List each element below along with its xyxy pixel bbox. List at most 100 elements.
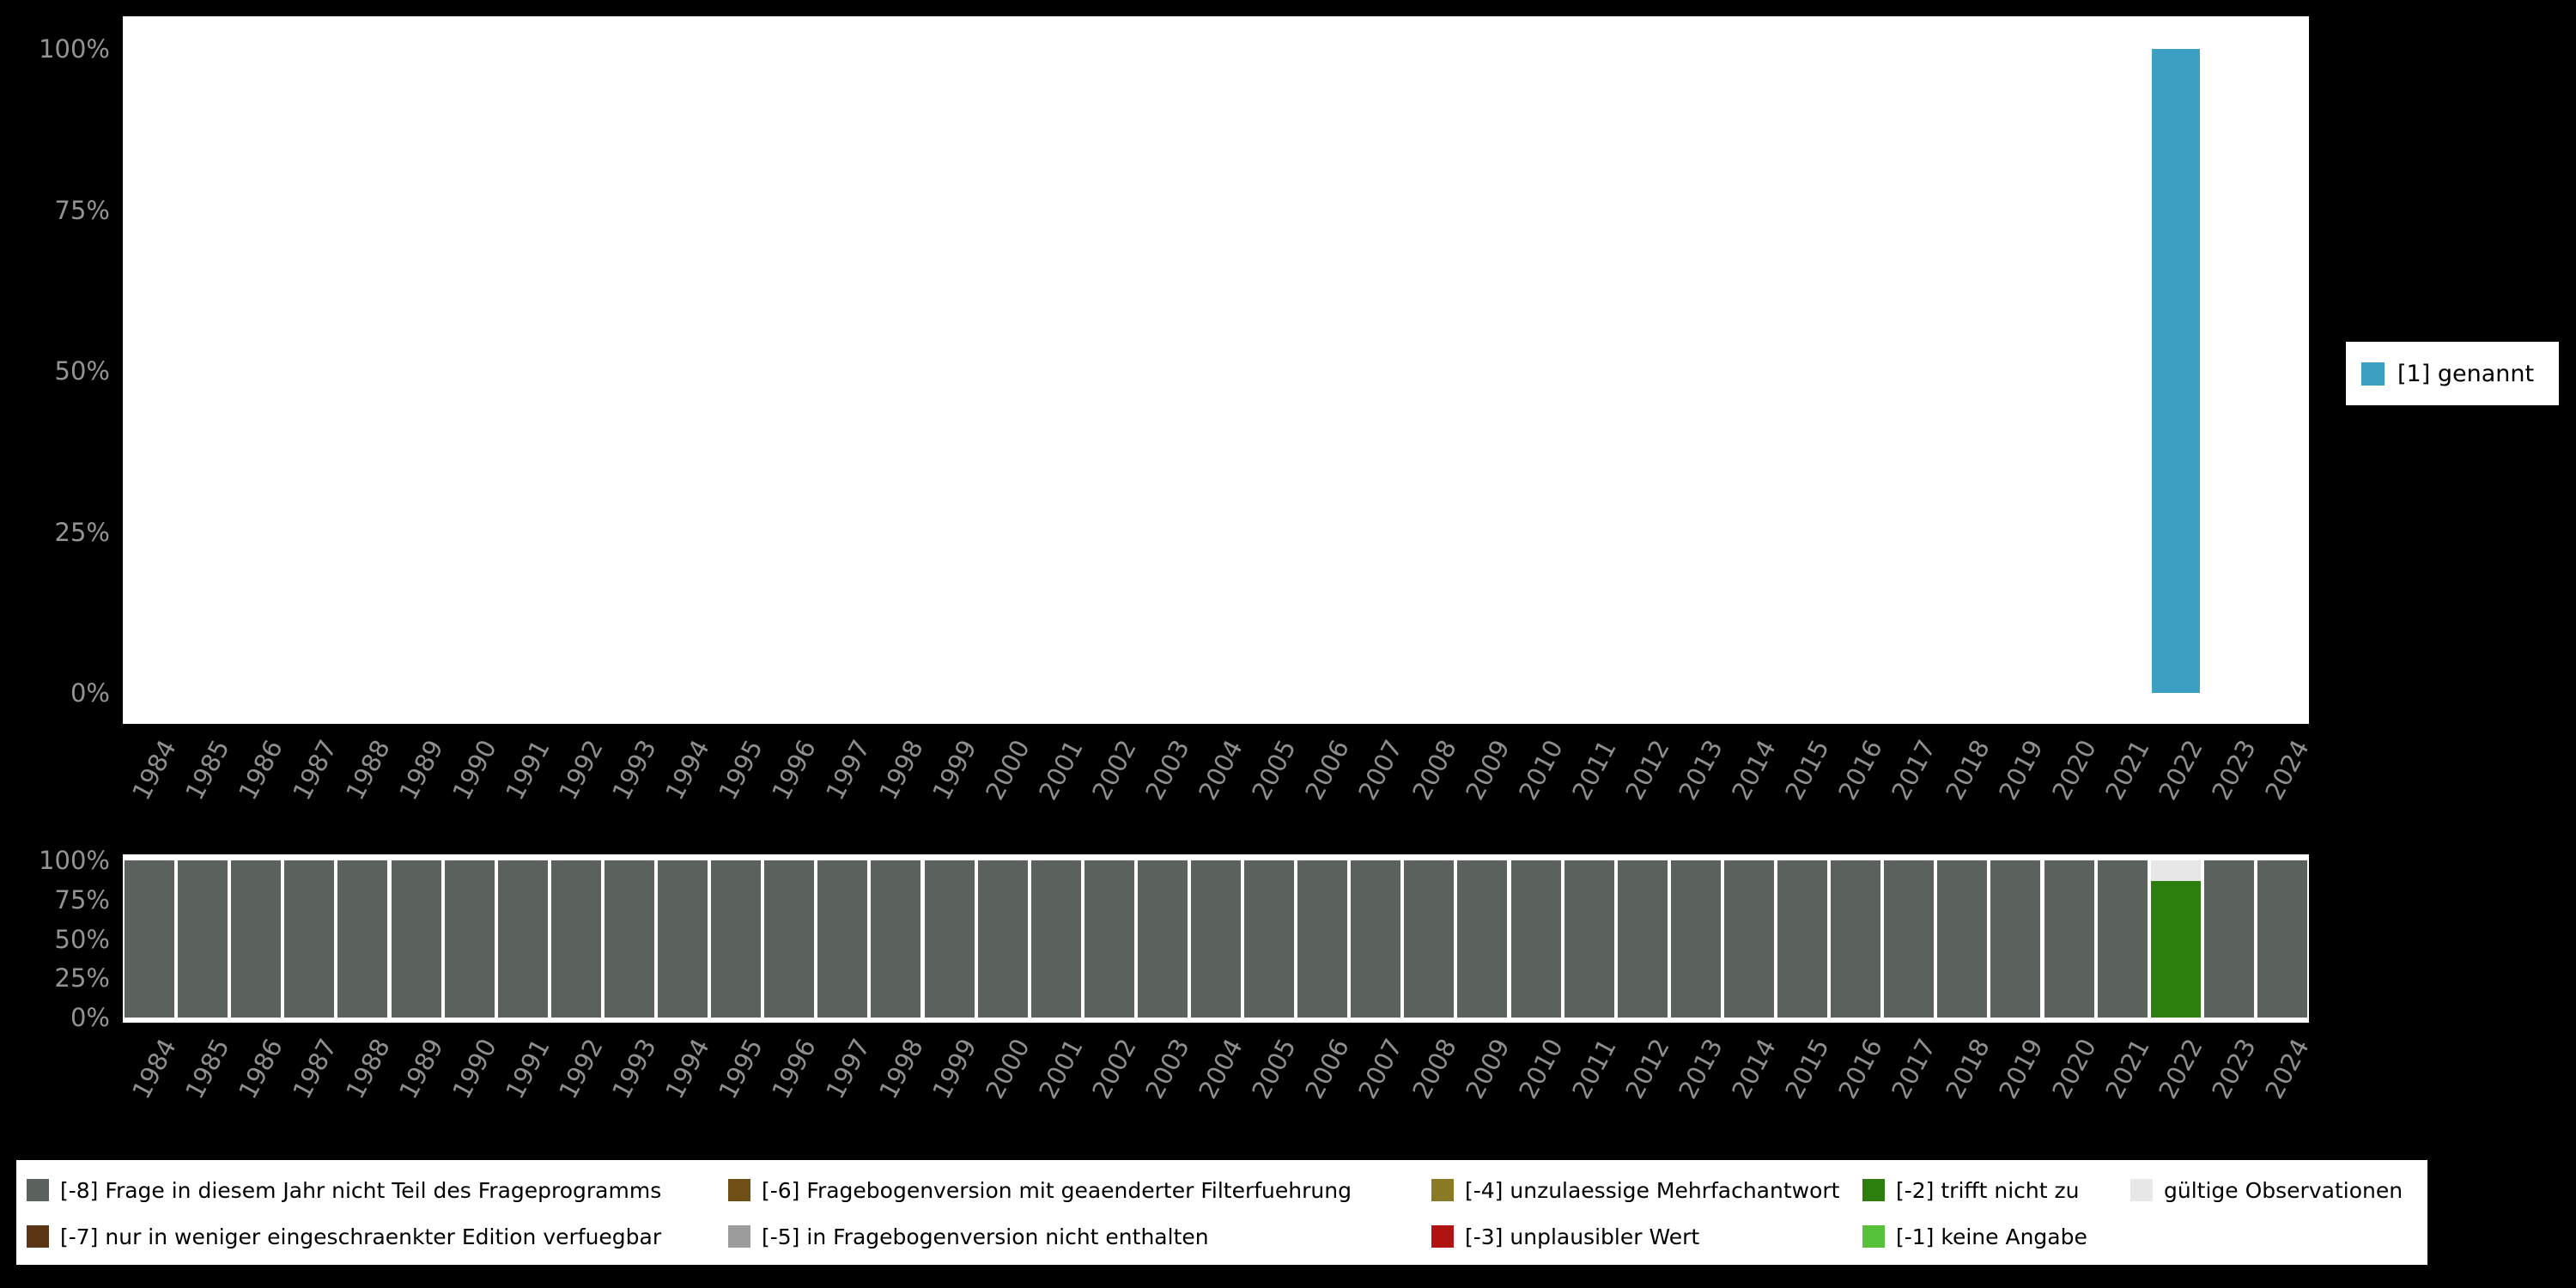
segment-1988--8 <box>337 860 388 1018</box>
legend-swatch-genannt <box>2361 361 2385 386</box>
segment-2016--8 <box>1831 860 1881 1018</box>
segment-1991--8 <box>497 860 548 1018</box>
segment-2024--8 <box>2257 860 2307 1018</box>
x-tick-label-missing-2002: 2002 <box>1086 1034 1142 1104</box>
x-tick-label-missing-2010: 2010 <box>1512 1034 1569 1104</box>
x-tick-label-missing-1990: 1990 <box>446 1034 502 1104</box>
segment-2014--8 <box>1723 860 1774 1018</box>
x-tick-label-main-1998: 1998 <box>872 735 929 805</box>
x-tick-label-main-1990: 1990 <box>446 735 502 805</box>
segment-2020--8 <box>2044 860 2094 1018</box>
x-tick-label-main-2023: 2023 <box>2206 735 2262 805</box>
x-tick-label-main-2016: 2016 <box>1832 735 1889 805</box>
legend-item: [-4] unzulaessige Mehrfachantwort <box>1431 1171 1839 1209</box>
segment-2021--8 <box>2097 860 2148 1018</box>
x-tick-label-missing-2017: 2017 <box>1886 1034 1942 1104</box>
segment-2007--8 <box>1351 860 1401 1018</box>
main-chart-legend: [1] genannt <box>2346 342 2559 405</box>
segment-1987--8 <box>284 860 335 1018</box>
x-tick-label-missing-1987: 1987 <box>286 1034 343 1104</box>
x-tick-label-missing-1995: 1995 <box>713 1034 769 1104</box>
segment-1984--8 <box>125 860 175 1018</box>
legend-item-label: [-7] nur in weniger eingeschraenkter Edi… <box>60 1224 662 1249</box>
x-tick-label-missing-1984: 1984 <box>126 1034 183 1104</box>
x-tick-label-main-1997: 1997 <box>819 735 876 805</box>
x-tick-label-main-2000: 2000 <box>979 735 1036 805</box>
y-tick-label-missing: 25% <box>54 963 110 993</box>
legend-swatch <box>1862 1179 1885 1201</box>
x-tick-label-main-1986: 1986 <box>233 735 289 805</box>
legend-item: [-3] unplausibler Wert <box>1431 1218 1699 1255</box>
x-tick-label-main-2008: 2008 <box>1406 735 1462 805</box>
segment-1990--8 <box>444 860 495 1018</box>
segment-1992--8 <box>550 860 601 1018</box>
x-tick-label-missing-1993: 1993 <box>606 1034 662 1104</box>
segment-1999--8 <box>924 860 975 1018</box>
x-tick-label-missing-1998: 1998 <box>872 1034 929 1104</box>
legend-item-label: [-1] keine Angabe <box>1896 1224 2087 1249</box>
legend-item: [-5] in Fragebogenversion nicht enthalte… <box>728 1218 1209 1255</box>
x-tick-label-missing-1999: 1999 <box>926 1034 982 1104</box>
bar-2022 <box>2151 49 2200 693</box>
x-tick-label-main-2021: 2021 <box>2099 735 2155 805</box>
segment-2011--8 <box>1564 860 1614 1018</box>
x-tick-label-missing-2018: 2018 <box>1939 1034 1996 1104</box>
x-tick-label-missing-1992: 1992 <box>553 1034 609 1104</box>
missing-values-legend-panel: [-8] Frage in diesem Jahr nicht Teil des… <box>16 1160 2427 1265</box>
segment-2015--8 <box>1777 860 1828 1018</box>
x-tick-label-missing-1989: 1989 <box>392 1034 449 1104</box>
segment-2017--8 <box>1884 860 1935 1018</box>
segment-2013--8 <box>1670 860 1721 1018</box>
x-tick-label-missing-2015: 2015 <box>1779 1034 1836 1104</box>
legend-item: [-7] nur in weniger eingeschraenkter Edi… <box>27 1218 661 1255</box>
x-tick-label-missing-2004: 2004 <box>1193 1034 1249 1104</box>
x-tick-label-missing-1996: 1996 <box>766 1034 823 1104</box>
x-tick-label-missing-2013: 2013 <box>1673 1034 1728 1104</box>
x-tick-label-main-1985: 1985 <box>179 735 236 805</box>
x-tick-label-missing-2009: 2009 <box>1459 1034 1516 1104</box>
x-tick-label-missing-1988: 1988 <box>339 1034 396 1104</box>
missing-values-plot-area <box>123 854 2309 1023</box>
x-tick-label-main-2009: 2009 <box>1459 735 1516 805</box>
x-tick-label-missing-1991: 1991 <box>500 1034 556 1104</box>
x-tick-label-main-1988: 1988 <box>339 735 396 805</box>
x-tick-label-main-2001: 2001 <box>1033 735 1089 805</box>
segment-2006--8 <box>1297 860 1348 1018</box>
segment-2002--8 <box>1084 860 1134 1018</box>
x-tick-label-missing-2003: 2003 <box>1139 1034 1195 1104</box>
x-tick-label-missing-2001: 2001 <box>1033 1034 1089 1104</box>
x-tick-label-main-2020: 2020 <box>2045 735 2102 805</box>
x-tick-label-main-1992: 1992 <box>553 735 609 805</box>
legend-swatch <box>27 1225 49 1248</box>
x-tick-label-main-1987: 1987 <box>286 735 343 805</box>
segment-2003--8 <box>1137 860 1188 1018</box>
segment-2008--8 <box>1404 860 1455 1018</box>
legend-item-label: gültige Observationen <box>2164 1177 2403 1203</box>
segment-1994--8 <box>658 860 708 1018</box>
x-tick-label-missing-2024: 2024 <box>2259 1034 2315 1104</box>
y-tick-label-missing: 50% <box>54 924 110 954</box>
x-tick-label-main-2005: 2005 <box>1246 735 1303 805</box>
x-tick-label-missing-1997: 1997 <box>819 1034 876 1104</box>
segment-2000--8 <box>977 860 1028 1018</box>
segment-2004--8 <box>1191 860 1241 1018</box>
segment-1996--8 <box>764 860 815 1018</box>
x-tick-label-main-2024: 2024 <box>2259 735 2315 805</box>
x-tick-label-main-2019: 2019 <box>1992 735 2049 805</box>
x-tick-label-missing-2006: 2006 <box>1299 1034 1356 1104</box>
segment-2022--2 <box>2150 880 2201 1018</box>
x-tick-label-missing-2020: 2020 <box>2045 1034 2102 1104</box>
x-tick-label-missing-2007: 2007 <box>1352 1034 1409 1104</box>
segment-2009--8 <box>1457 860 1508 1018</box>
x-tick-label-main-1984: 1984 <box>126 735 183 805</box>
legend-item-label: [-2] trifft nicht zu <box>1896 1177 2080 1203</box>
legend-item-label: [-5] in Fragebogenversion nicht enthalte… <box>762 1224 1209 1249</box>
legend-label-genannt: [1] genannt <box>2397 360 2535 387</box>
x-tick-label-main-1995: 1995 <box>713 735 769 805</box>
x-tick-label-main-2013: 2013 <box>1673 735 1728 805</box>
x-tick-label-missing-2000: 2000 <box>979 1034 1036 1104</box>
y-tick-label-missing: 0% <box>70 1003 110 1032</box>
segment-2010--8 <box>1510 860 1561 1018</box>
legend-item-label: [-4] unzulaessige Mehrfachantwort <box>1465 1177 1840 1203</box>
legend-swatch <box>27 1179 49 1201</box>
